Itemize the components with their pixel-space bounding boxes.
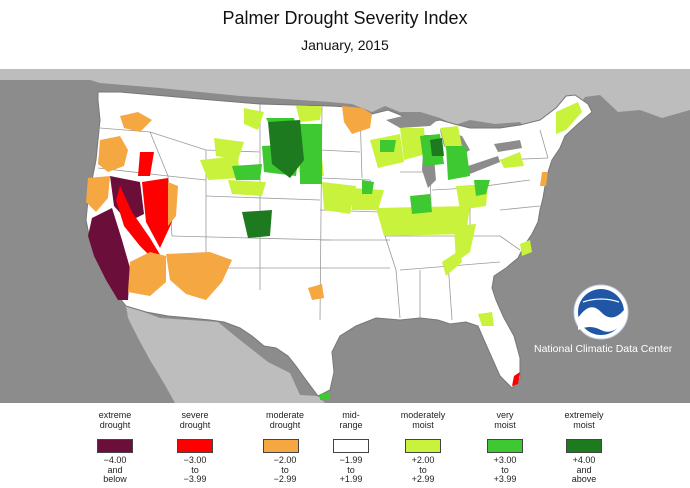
moderate-drought-regions [86, 106, 548, 300]
map-title: Palmer Drought Severity Index [222, 8, 468, 28]
noaa-logo [573, 284, 629, 340]
legend-category-label: mid-range [339, 410, 363, 430]
canada-landmass [0, 69, 690, 140]
extreme-drought-regions [88, 176, 144, 300]
legend-range-label: +2.00 to +2.99 [411, 455, 435, 484]
legend-category-label: moderately moist [400, 410, 446, 430]
map-area [0, 69, 690, 403]
legend-category-label: moderate drought [265, 410, 305, 430]
baja-peninsula [126, 305, 185, 398]
legend-range-label: −3.00 to −3.99 [183, 455, 207, 484]
legend-swatch [566, 439, 602, 453]
legend-category-label: extremely moist [564, 410, 604, 430]
legend-swatch [487, 439, 523, 453]
extremely-moist-regions [242, 120, 444, 238]
legend-range-label: −1.99 to +1.99 [339, 455, 363, 484]
legend-category-label: severe drought [179, 410, 211, 430]
legend-swatch [177, 439, 213, 453]
legend-range-label: −2.00 to −2.99 [273, 455, 297, 484]
legend-swatch [405, 439, 441, 453]
legend-range-label: −4.00 and below [103, 455, 127, 484]
legend-swatch [333, 439, 369, 453]
legend-category-label: extreme drought [98, 410, 132, 430]
legend-swatch [263, 439, 299, 453]
agency-name: National Climatic Data Center [534, 343, 673, 355]
legend-swatch [97, 439, 133, 453]
severe-drought-regions [116, 152, 520, 386]
map-subtitle: January, 2015 [301, 37, 389, 53]
us-map-svg [0, 69, 690, 403]
legend-category-label: very moist [494, 410, 516, 430]
legend-range-label: +3.00 to +3.99 [493, 455, 517, 484]
legend-range-label: +4.00 and above [571, 455, 597, 484]
